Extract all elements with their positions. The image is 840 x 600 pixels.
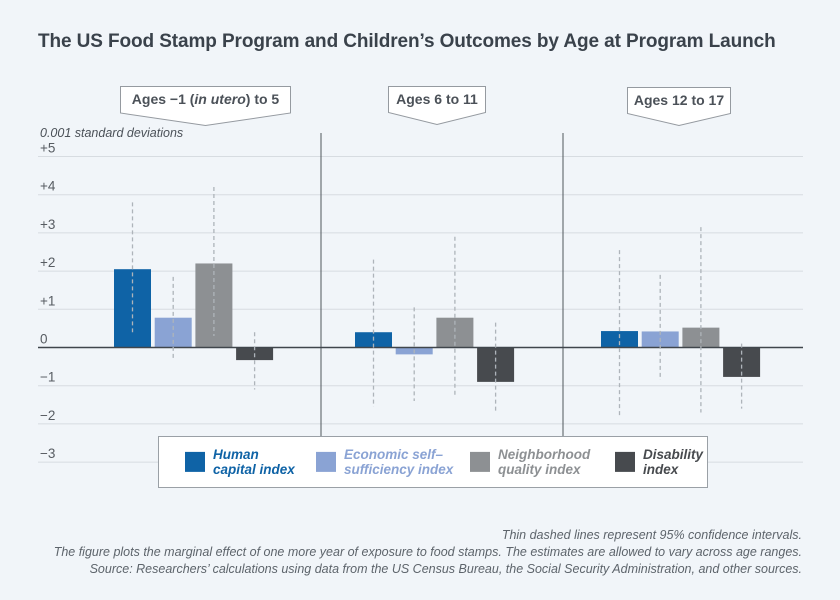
legend-label-line: quality index [498,462,581,477]
legend: Human capital index Economic self– sufficie… [158,436,708,488]
legend-label-line: sufficiency index [344,462,454,477]
legend-item: Disability index [615,447,703,477]
figure-notes: Thin dashed lines represent 95% confiden… [54,527,802,578]
age-range-label-0-5: Ages −1 (in utero) to 5 [120,86,291,127]
legend-item: Economic self– sufficiency index [316,447,453,477]
note-confidence-intervals: Thin dashed lines represent 95% confiden… [501,528,802,542]
age-range-label-12-17: Ages 12 to 17 [627,87,731,127]
banner-shape [627,87,731,127]
note-figure-description: The figure plots the marginal effect of … [53,545,802,559]
legend-item: Neighborhood quality index [470,447,590,477]
legend-swatch [470,452,490,472]
legend-swatch [615,452,635,472]
label-part: Ages −1 ( [131,91,195,107]
axis-unit-label: 0.001 standard deviations [40,126,184,140]
label-part-italic: in utero [194,91,246,107]
age-range-label-text: Ages 6 to 11 [388,86,486,113]
legend-item-label: Human capital index [213,447,295,477]
y-tick-label: +3 [40,217,55,232]
bar [682,327,720,348]
bar [601,331,638,348]
legend-label-line: index [643,462,679,477]
y-tick-label: 0 [40,332,48,347]
y-tick-label: +1 [40,293,55,308]
page-title: The US Food Stamp Program and Children’s… [38,31,776,52]
legend-item-label: Disability index [643,447,703,477]
legend-label-line: Disability [643,446,704,462]
legend-label-line: Human [213,446,259,462]
note-source: Source: Researchers’ calculations using … [89,562,802,576]
y-tick-label: +5 [40,141,55,156]
age-range-label-6-11: Ages 6 to 11 [388,86,486,126]
y-tick-label: −3 [40,446,55,461]
label-part: Ages 12 to 17 [633,92,725,108]
y-tick-label: −2 [40,408,55,423]
y-tick-label: +4 [40,179,56,194]
legend-item-label: Economic self– sufficiency index [344,447,453,477]
age-range-label-text: Ages 12 to 17 [627,87,731,114]
legend-swatch [316,452,336,472]
legend-item-label: Neighborhood quality index [498,447,590,477]
legend-item: Human capital index [185,447,295,477]
banner-shape [120,86,291,127]
banner-shape [388,86,486,126]
legend-swatch [185,452,205,472]
y-tick-label: +2 [40,255,55,270]
legend-label-line: Economic self– [344,446,444,462]
age-range-label-text: Ages −1 (in utero) to 5 [120,86,291,113]
legend-label-line: capital index [213,462,295,477]
bar [195,263,233,348]
label-part: ) to 5 [245,91,280,107]
legend-label-line: Neighborhood [498,446,591,462]
label-part: Ages 6 to 11 [396,91,478,107]
y-tick-label: −1 [40,370,55,385]
